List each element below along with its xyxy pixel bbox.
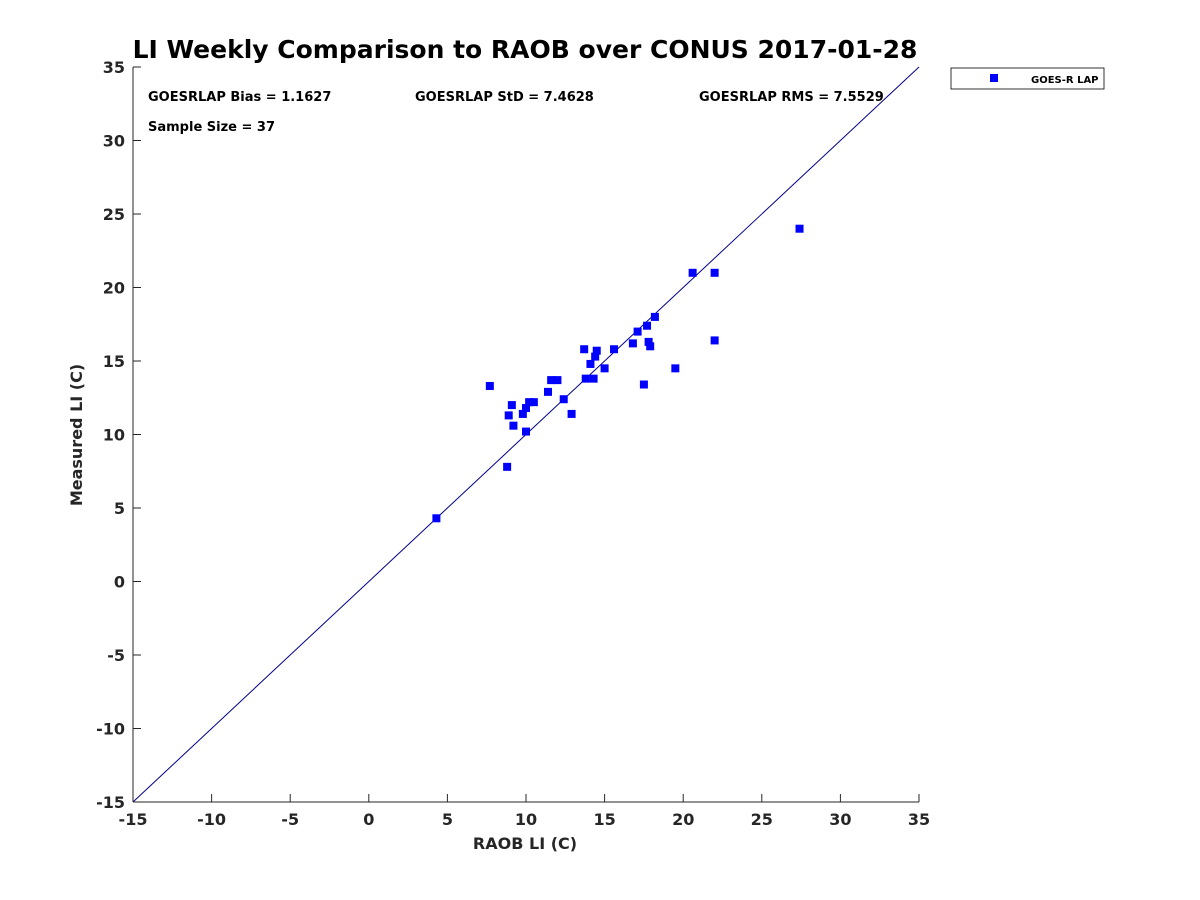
y-tick-label: -15 [96,793,125,812]
data-point [432,514,441,523]
y-ticks: -15 -10 -5 0 5 10 15 20 25 30 35 [96,58,141,812]
data-point [688,268,697,277]
legend-label: GOES-R LAP [1031,75,1099,86]
y-tick-label: 25 [103,205,125,224]
data-point [485,381,494,390]
y-tick-label: 10 [103,426,125,445]
legend-marker [990,74,998,82]
x-tick-label: 20 [672,810,694,829]
data-point [507,401,516,410]
data-point [544,387,553,396]
data-point [553,376,562,385]
x-axis-label: RAOB LI (C) [473,834,577,853]
y-tick-label: 15 [103,352,125,371]
stat-bias: GOESRLAP Bias = 1.1627 [148,90,331,105]
x-tick-label: 25 [751,810,773,829]
data-point [567,409,576,418]
data-point [643,321,652,330]
data-point [795,224,804,233]
data-point [581,374,590,383]
data-point [628,339,637,348]
data-point [633,327,642,336]
data-point [592,346,601,355]
x-tick-label: 15 [593,810,615,829]
data-points-layer [432,224,804,523]
data-point [610,345,619,354]
data-point [580,345,589,354]
data-point [525,398,534,407]
y-tick-label: 35 [103,58,125,77]
chart-title: LI Weekly Comparison to RAOB over CONUS … [133,35,918,64]
x-tick-label: 10 [515,810,537,829]
data-point [559,395,568,404]
x-tick-label: 0 [363,810,374,829]
data-point [710,336,719,345]
y-tick-label: 30 [103,132,125,151]
x-ticks: -15 -10 -5 0 5 10 15 20 25 30 35 [119,794,930,829]
data-point [547,376,556,385]
data-point [650,312,659,321]
stat-sample-size: Sample Size = 37 [148,120,275,135]
data-point [671,364,680,373]
y-tick-label: 0 [114,573,125,592]
data-point [504,411,513,420]
x-tick-label: -5 [281,810,299,829]
x-tick-label: 5 [442,810,453,829]
y-tick-label: 5 [114,499,125,518]
data-point [518,409,527,418]
data-point [710,268,719,277]
stat-rms: GOESRLAP RMS = 7.5529 [699,90,884,105]
data-point [529,398,538,407]
data-point [503,462,512,471]
x-tick-label: 30 [829,810,851,829]
y-axis-label: Measured LI (C) [67,364,86,506]
data-point [600,364,609,373]
data-point [509,421,518,430]
y-tick-label: -10 [96,720,125,739]
y-tick-label: 20 [103,279,125,298]
stat-std: GOESRLAP StD = 7.4628 [415,90,594,105]
legend-box [950,67,1105,90]
legend: GOES-R LAP [950,67,1105,90]
data-point [639,380,648,389]
x-tick-label: -10 [197,810,226,829]
data-point [522,427,530,436]
y-tick-label: -5 [107,646,125,665]
data-point [644,337,653,346]
data-point [589,374,598,383]
data-point [591,352,600,361]
x-tick-label: -15 [119,810,148,829]
data-point [522,404,530,413]
data-point [646,342,655,351]
x-tick-label: 35 [908,810,930,829]
data-point [586,359,595,368]
